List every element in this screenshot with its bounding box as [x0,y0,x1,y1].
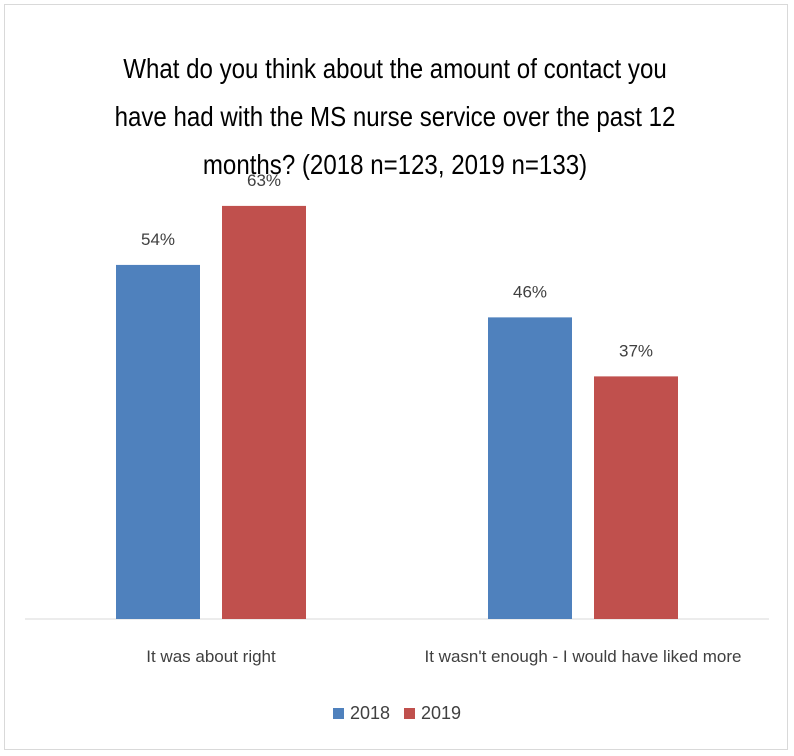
legend-item-2019: 2019 [404,703,461,724]
legend-swatch-2018 [332,708,344,719]
bar-2019-cat2 [594,376,678,619]
chart-legend: 2018 2019 [0,703,794,724]
bar-2018-cat1 [116,264,200,619]
legend-label-2018: 2018 [349,703,390,723]
data-label-2019-cat2: 37% [619,341,653,360]
bar-2019-cat1 [222,205,306,619]
category-label-1: It was about right [146,647,276,666]
legend-item-2018: 2018 [332,703,390,724]
bar-2018-cat2 [488,317,572,619]
legend-swatch-2019 [404,708,415,719]
legend-label-2019: 2019 [421,703,462,723]
data-label-2018-cat1: 54% [141,230,175,249]
data-label-2019-cat1: 63% [247,171,281,190]
category-label-2: It wasn't enough - I would have liked mo… [425,647,742,666]
data-label-2018-cat2: 46% [513,282,547,301]
chart-title: What do you think about the amount of co… [114,53,676,180]
